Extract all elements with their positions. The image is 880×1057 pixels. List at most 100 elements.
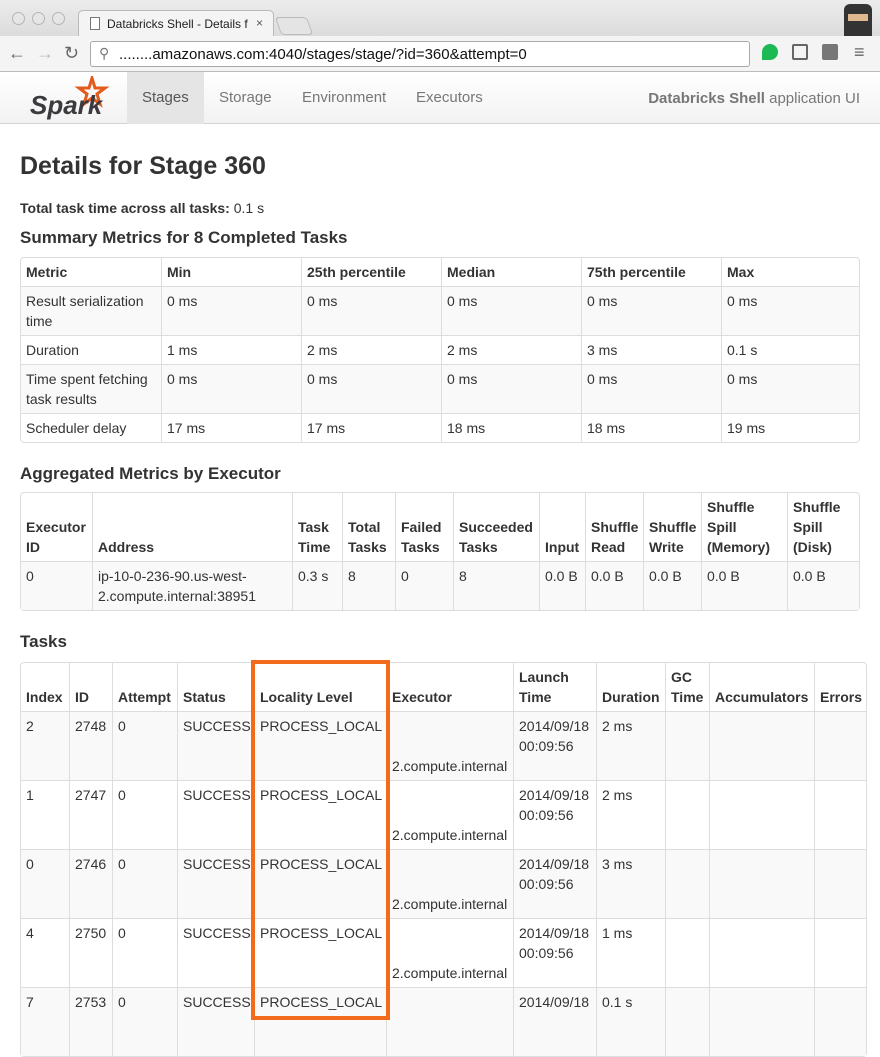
table-cell: 0 ms [721,286,859,335]
redacted-executor [392,874,508,894]
table-cell: 2014/09/18 [513,987,596,1056]
table-cell: 0 [112,918,177,987]
back-icon[interactable]: ← [8,43,26,63]
table-cell: 2 ms [441,335,581,364]
column-header: Min [161,258,301,286]
table-cell: 2 ms [301,335,441,364]
browser-tab[interactable]: Databricks Shell - Details f × [78,10,274,37]
table-row: 7 2753 0 SUCCESS PROCESS_LOCAL 2014/09/18 0.1 … [21,987,866,1056]
search-icon: ⚲ [99,45,110,61]
table-cell [709,711,814,780]
menu-icon[interactable]: ≡ [854,42,865,62]
table-cell: 3 ms [596,849,665,918]
spark-logo[interactable]: Spark [30,76,110,120]
address-bar[interactable]: ⚲ ........amazonaws.com:4040/stages/stage… [90,41,750,67]
table-cell: 0 ms [441,286,581,335]
executor-host: 2.compute.internal [392,965,508,981]
table-cell: 17 ms [161,413,301,442]
evernote-extension-icon[interactable] [762,44,778,60]
extension-icon[interactable] [822,44,838,60]
table-row: 0 ip-10-0-236-90.us-west-2.compute.intern… [21,561,859,610]
table-cell: 7 [21,987,69,1056]
aggregated-title: Aggregated Metrics by Executor [20,464,281,483]
tasks-title: Tasks [20,632,67,651]
column-header: 75th percentile [581,258,721,286]
close-tab-icon[interactable]: × [255,16,263,30]
close-window-button[interactable] [12,12,25,25]
column-header: Duration [596,663,665,711]
table-cell: 3 ms [581,335,721,364]
table-cell: 19 ms [721,413,859,442]
spark-navbar: Spark Stages Storage Environment Executo… [0,72,880,124]
app-name: Databricks Shell application UI [648,90,860,107]
column-header: Shuffle Write [643,493,701,561]
column-header: Attempt [112,663,177,711]
forward-icon[interactable]: → [36,43,54,63]
table-cell: 0.0 B [643,561,701,610]
table-cell: 2753 [69,987,112,1056]
table-cell [665,849,709,918]
column-header: Total Tasks [342,493,395,561]
table-cell: 4 [21,918,69,987]
column-header: Max [721,258,859,286]
table-cell: SUCCESS [177,711,254,780]
table-cell: 0.0 B [701,561,787,610]
minimize-window-button[interactable] [32,12,45,25]
table-cell: 2.compute.internal [386,711,513,780]
table-cell [814,918,866,987]
redacted-executor [392,992,508,1012]
table-cell: 1 ms [161,335,301,364]
browser-toolbar: ← → ↻ ⚲ ........amazonaws.com:4040/stages… [0,36,880,72]
table-cell: 18 ms [441,413,581,442]
table-cell: 0 ms [301,364,441,413]
summary-metrics-table: Metric Min 25th percentile Median 75th perce… [20,257,860,443]
table-cell: 0 [21,849,69,918]
column-header: 25th percentile [301,258,441,286]
table-cell: Result serialization time [21,286,161,335]
nav-environment[interactable]: Environment [302,89,387,106]
table-cell: 0.0 B [787,561,859,610]
nav-executors[interactable]: Executors [416,89,483,106]
table-cell: 0 [395,561,453,610]
window-controls[interactable] [12,12,65,25]
table-cell: 1 [21,780,69,849]
table-row: 4 2750 0 SUCCESS PROCESS_LOCAL 2.compute.inte… [21,918,866,987]
executor-host: 2.compute.internal [392,896,508,912]
column-header: Status [177,663,254,711]
summary-title: Summary Metrics for 8 Completed Tasks [20,228,348,247]
table-cell: 0 [112,987,177,1056]
table-cell: 2 ms [596,780,665,849]
redacted-executor [392,923,508,943]
table-row: 2 2748 0 SUCCESS PROCESS_LOCAL 2.compute.inte… [21,711,866,780]
table-cell: 2746 [69,849,112,918]
cast-icon[interactable] [792,44,808,60]
column-header: Executor ID [26,519,86,555]
table-row: 0 2746 0 SUCCESS PROCESS_LOCAL 2.compute.inte… [21,849,866,918]
column-header: Failed Tasks [395,493,453,561]
table-cell: SUCCESS [177,849,254,918]
table-cell [665,987,709,1056]
table-cell: PROCESS_LOCAL [254,987,386,1056]
table-cell [814,849,866,918]
zoom-window-button[interactable] [52,12,65,25]
table-cell: 8 [453,561,539,610]
redacted-executor [392,854,508,874]
table-cell: 18 ms [581,413,721,442]
table-row: Result serialization time 0 ms 0 ms 0 ms 0 m… [21,286,859,335]
table-cell: ip-10-0-236-90.us-west-2.compute.interna… [92,561,292,610]
column-header: Launch Time [513,663,596,711]
browser-titlebar: Databricks Shell - Details f × [0,0,880,37]
table-cell [709,918,814,987]
profile-avatar[interactable] [844,4,872,36]
table-cell [386,987,513,1056]
table-cell: PROCESS_LOCAL [254,849,386,918]
new-tab-button[interactable] [274,17,314,35]
table-cell: 0.1 s [721,335,859,364]
reload-icon[interactable]: ↻ [64,43,80,63]
table-cell: 0 [21,561,92,610]
nav-storage[interactable]: Storage [219,89,272,106]
table-cell: 0 ms [161,286,301,335]
url-text: ........amazonaws.com:4040/stages/stage/… [119,46,527,63]
nav-stages[interactable]: Stages [127,72,204,124]
redacted-executor [392,716,508,736]
